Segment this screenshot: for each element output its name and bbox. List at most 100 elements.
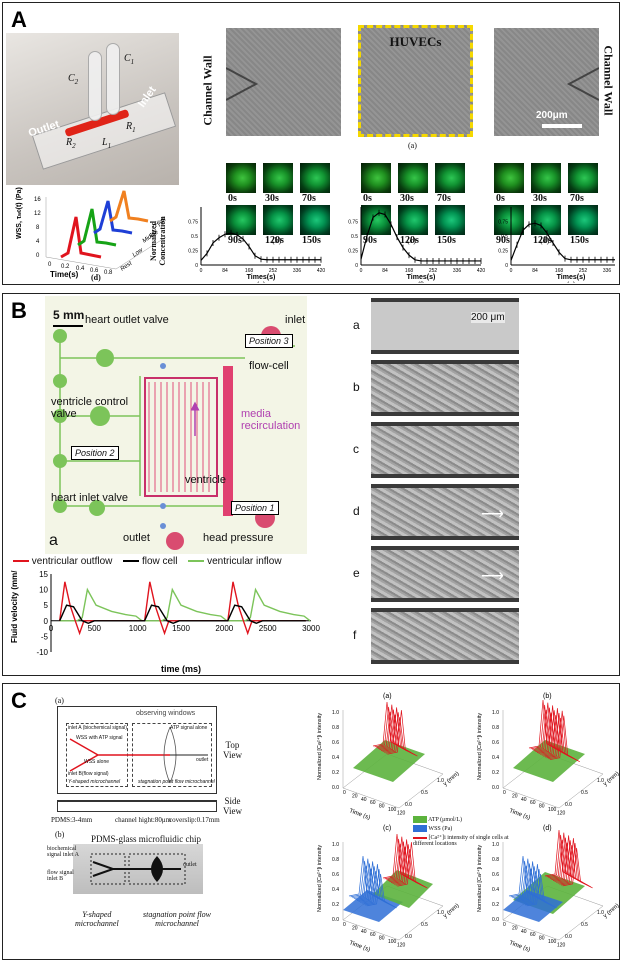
vel-ytick: 0 — [44, 617, 49, 626]
vel-xtick: 2000 — [215, 624, 233, 633]
fluorescence-tile — [531, 163, 561, 193]
conc-xtick: 336 — [603, 268, 612, 274]
tile-time-label: 0s — [363, 193, 372, 204]
phase-image-row — [371, 546, 519, 602]
position3-box: Position 3 — [245, 334, 293, 348]
phase-row-label: f — [353, 628, 357, 642]
wss-xtick: 0.4 — [76, 266, 85, 272]
wss-3d-plot: WSS, τw0(t) (Pa) 16 12 8 4 0 0 0.2 0.4 0… — [16, 187, 168, 279]
scale-bar — [542, 124, 582, 128]
legend-flowcell: flow cell — [141, 556, 178, 567]
conc-ytick: 0.75 — [188, 220, 198, 226]
conc-chart: 0.75 0.5 0.25 00 84 168 252 336 420 Times(s)(e) — [188, 207, 325, 283]
velocity-legend: ventricular outflow flow cell ventricula… — [13, 556, 313, 570]
tile-time-label: 90s — [228, 235, 242, 246]
wss-xtick: 0.8 — [104, 270, 113, 276]
x-tick: 100 — [388, 807, 397, 813]
z-label: Normalized [Ca²⁺]i intensity — [316, 845, 323, 912]
legend-atp: ATP (μmol/L) — [428, 816, 462, 823]
y-tick: 0.0 — [405, 802, 412, 808]
conc-ylabel: Normalized Concentration — [149, 216, 167, 266]
z-tick: 0.2 — [492, 902, 499, 908]
tile-time-label: 30s — [400, 193, 414, 204]
ventricle-label: ventricle — [185, 474, 226, 486]
y-label: y (mm) — [602, 903, 619, 920]
flow-cell-label: flow-cell — [249, 360, 289, 372]
y-tick: 1.0 — [597, 778, 604, 784]
x-tick: 20 — [352, 793, 358, 799]
conc-ytick: 0 — [505, 263, 508, 269]
conc-ytick: 0.5 — [501, 234, 508, 240]
phase-image-row — [371, 298, 519, 354]
vel-xtick: 3000 — [302, 624, 320, 633]
z-tick: 1.0 — [492, 842, 499, 848]
vel-ytick: -5 — [41, 632, 49, 641]
phase-column: a b c d ⟶ e ⟶ f 200 μm — [353, 298, 519, 670]
phase-image-row — [371, 484, 519, 540]
fluorescence-tile — [435, 205, 465, 235]
panel-a: A C1 C2 Inlet Outlet R1 R2 L1 WSS, τw0(t… — [2, 2, 620, 285]
position1-box: Position 1 — [231, 501, 279, 515]
y-tick: 0.0 — [565, 802, 572, 808]
x-label: Time (s) — [348, 940, 371, 953]
conc-caption: (e) — [257, 282, 266, 283]
vel-ytick: 10 — [39, 586, 48, 595]
x-tick: 60 — [370, 800, 376, 806]
conc-line — [510, 222, 615, 261]
conc-xlabel: Times(s) — [247, 274, 276, 281]
z-tick: 0.6 — [332, 872, 339, 878]
l1-label: L1 — [102, 137, 112, 150]
conc-xlabel: Times(s) — [407, 274, 436, 281]
chip-bio-label: biochemical signal inlet A — [47, 846, 79, 858]
legend-ca: [Ca²⁺]i intensity of single cells at dif… — [413, 835, 509, 847]
ca-trace — [397, 842, 428, 889]
y-tick: 0.5 — [581, 922, 588, 928]
tile-time-label: 120s — [533, 235, 552, 246]
fluorescence-tile — [263, 205, 293, 235]
pdms-label: PDMS:3-4mm — [51, 816, 93, 824]
inletB-label: inlet B(flow signal) — [68, 771, 109, 777]
channel-height-label: channel hight:80μm — [115, 816, 172, 824]
z-tick: 0.4 — [492, 755, 499, 761]
vel-xtick: 500 — [88, 624, 102, 633]
z-tick: 0.8 — [492, 725, 499, 731]
diagram-sublabel: a — [49, 532, 58, 549]
conc-xtick: 168 — [245, 268, 254, 274]
channel-wall-left-label: Channel Wall — [200, 55, 215, 126]
z-tick: 0.8 — [332, 725, 339, 731]
ca-trace — [526, 873, 557, 909]
side-view-schematic — [57, 800, 217, 812]
tile-time-label: 0s — [228, 193, 237, 204]
plot-caption: (b) — [543, 693, 552, 700]
wss-ytick: 4 — [36, 239, 40, 245]
panel-c: C (a) observing windows inlet A (biochem… — [2, 683, 620, 960]
conc-ytick: 0.25 — [188, 249, 198, 255]
sub-b-label: (b) — [55, 830, 65, 839]
vel-ytick: 15 — [39, 570, 48, 579]
vel-xtick: 2500 — [259, 624, 277, 633]
z-tick: 0.6 — [332, 740, 339, 746]
z-tick: 0.4 — [492, 887, 499, 893]
concentration-charts: 0.750.50.250084168252336420Times(s)(e)0.… — [188, 207, 615, 283]
x-tick: 100 — [388, 939, 397, 945]
conc-ytick: 0.75 — [348, 220, 358, 226]
x-label: Time (s) — [348, 808, 371, 821]
flow-arrow-icon: ⟶ — [481, 506, 504, 523]
x-tick: 80 — [539, 936, 545, 942]
panel-b: B 5 mm heart outlet val — [2, 293, 620, 676]
z-tick: 0.0 — [332, 785, 339, 791]
plot-caption: (c) — [383, 825, 391, 832]
conc-xtick: 252 — [579, 268, 588, 274]
fluorescence-tile — [398, 163, 428, 193]
fluorescence-tile — [494, 205, 524, 235]
tile-time-label: 150s — [570, 235, 589, 246]
y-tick: 1.0 — [597, 910, 604, 916]
x-tick: 120 — [397, 810, 406, 816]
heart-inlet-valve-label: heart inlet valve — [51, 492, 129, 504]
vel-ytick: 5 — [44, 601, 49, 610]
vel-ytick: -10 — [36, 648, 48, 657]
